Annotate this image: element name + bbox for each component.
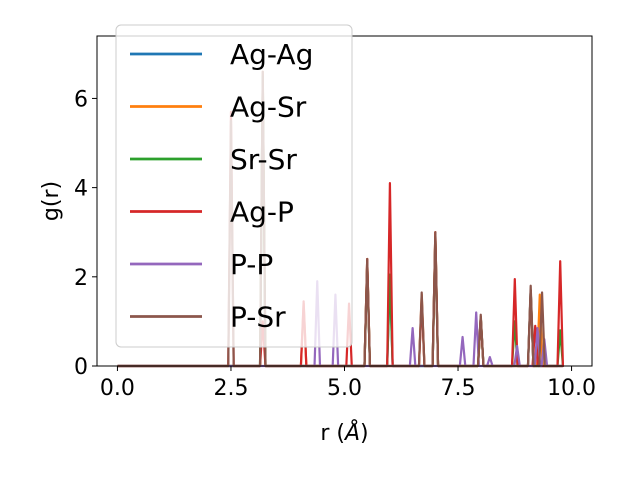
legend-label: Sr-Sr xyxy=(230,143,297,176)
x-axis-label: r (Å) xyxy=(320,419,368,446)
y-axis: 0 2 4 6 xyxy=(74,87,97,380)
x-tick-label: 2.5 xyxy=(213,376,248,401)
x-axis-label-main: r ( xyxy=(320,421,345,446)
x-tick-label: 10.0 xyxy=(547,376,596,401)
x-tick-label: 7.5 xyxy=(441,376,476,401)
x-tick-label: 5.0 xyxy=(327,376,362,401)
legend-item: P-P xyxy=(130,248,273,281)
legend-item: P-Sr xyxy=(130,301,286,334)
y-tick-label: 2 xyxy=(74,266,88,291)
x-axis-label-unit: Å xyxy=(343,419,360,446)
legend-label: Ag-P xyxy=(230,196,294,229)
legend-label: Ag-Ag xyxy=(230,38,313,71)
legend-item: Sr-Sr xyxy=(130,143,297,176)
x-axis-label-close: ) xyxy=(360,421,369,446)
legend-item: Ag-P xyxy=(130,196,294,229)
legend-label: P-Sr xyxy=(230,301,286,334)
legend-box xyxy=(115,24,353,348)
y-tick-label: 0 xyxy=(74,355,88,380)
legend-item: Ag-Sr xyxy=(130,91,307,124)
legend-item: Ag-Ag xyxy=(130,38,313,71)
y-axis-label: g(r) xyxy=(39,181,64,221)
y-tick-label: 6 xyxy=(74,87,88,112)
legend-label: P-P xyxy=(230,248,273,281)
x-axis: 0.0 2.5 5.0 7.5 10.0 xyxy=(100,366,596,401)
y-tick-label: 4 xyxy=(74,177,88,202)
x-tick-label: 0.0 xyxy=(100,376,135,401)
legend: Ag-Ag Ag-Sr Sr-Sr Ag-P P-P P-Sr xyxy=(115,24,353,348)
legend-label: Ag-Sr xyxy=(230,91,307,124)
